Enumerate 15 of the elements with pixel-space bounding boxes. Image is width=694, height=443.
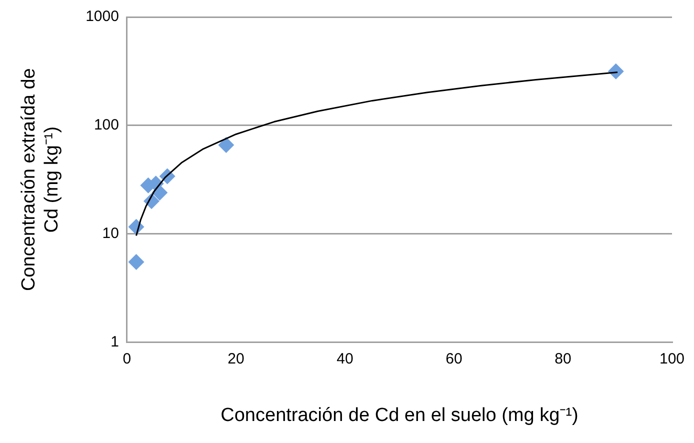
y-tick-label: 1 bbox=[110, 333, 119, 350]
y-axis-title: Concentración extraída de Cd (mg kg⁻¹) bbox=[18, 68, 62, 292]
x-axis-title: Concentración de Cd en el suelo (mg kg⁻¹) bbox=[220, 404, 578, 426]
x-tick-label: 20 bbox=[228, 350, 244, 368]
y-tick-label: 100 bbox=[94, 116, 119, 134]
point bbox=[608, 63, 624, 80]
point bbox=[218, 136, 234, 153]
x-tick-label: 80 bbox=[554, 350, 572, 368]
y-tick-label: 10 bbox=[102, 224, 119, 242]
x-tick-label: 40 bbox=[336, 350, 354, 368]
point bbox=[128, 254, 144, 270]
x-tick-label: 100 bbox=[659, 350, 685, 368]
x-tick-label: 60 bbox=[446, 350, 462, 368]
y-tick-label: 1000 bbox=[86, 8, 119, 26]
x-tick-label: 0 bbox=[122, 350, 132, 368]
